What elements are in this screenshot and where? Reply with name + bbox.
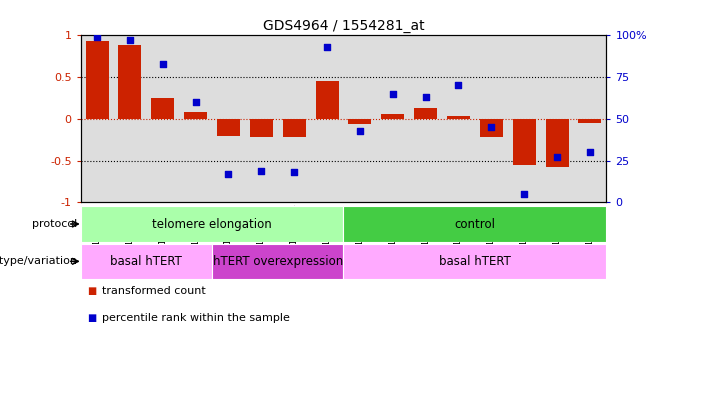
Title: GDS4964 / 1554281_at: GDS4964 / 1554281_at	[263, 19, 424, 33]
Text: percentile rank within the sample: percentile rank within the sample	[102, 313, 290, 323]
Text: control: control	[454, 217, 496, 231]
Bar	[278, 35, 311, 202]
Point	[223, 171, 234, 177]
Bar	[184, 112, 207, 119]
Bar	[409, 35, 442, 202]
Point	[354, 127, 365, 134]
Bar	[311, 35, 343, 202]
Text: basal hTERT: basal hTERT	[110, 255, 182, 268]
Text: ■: ■	[88, 313, 97, 323]
Bar	[283, 119, 306, 137]
Point	[322, 44, 333, 50]
Text: transformed count: transformed count	[102, 286, 205, 296]
Bar	[512, 119, 536, 165]
Point	[289, 169, 300, 175]
Bar	[114, 35, 147, 202]
Point	[420, 94, 431, 100]
Bar	[540, 35, 573, 202]
Bar	[475, 35, 508, 202]
Bar	[212, 244, 343, 279]
Text: protocol: protocol	[32, 219, 77, 229]
Bar	[343, 244, 606, 279]
Bar	[315, 81, 339, 119]
Bar	[508, 35, 540, 202]
Point	[453, 83, 464, 89]
Point	[157, 61, 168, 67]
Point	[519, 191, 530, 197]
Bar	[348, 119, 372, 124]
Bar	[217, 119, 240, 136]
Bar	[447, 116, 470, 119]
Point	[256, 167, 267, 174]
Bar	[250, 119, 273, 137]
Text: basal hTERT: basal hTERT	[439, 255, 511, 268]
Bar	[578, 119, 601, 123]
Bar	[343, 206, 606, 242]
Point	[124, 37, 135, 44]
Bar	[118, 45, 142, 119]
Point	[585, 149, 596, 156]
Bar	[81, 244, 212, 279]
Bar	[343, 35, 376, 202]
Bar	[381, 114, 404, 119]
Point	[486, 124, 497, 130]
Text: genotype/variation: genotype/variation	[0, 256, 77, 266]
Text: hTERT overexpression: hTERT overexpression	[212, 255, 343, 268]
Bar	[151, 98, 175, 119]
Bar	[545, 119, 569, 167]
Bar	[86, 41, 109, 119]
Bar	[147, 35, 179, 202]
Point	[190, 99, 201, 105]
Point	[91, 34, 102, 40]
Bar	[81, 35, 114, 202]
Bar	[245, 35, 278, 202]
Bar	[442, 35, 475, 202]
Point	[552, 154, 563, 160]
Bar	[179, 35, 212, 202]
Point	[387, 91, 398, 97]
Bar	[480, 119, 503, 137]
Bar	[81, 206, 343, 242]
Bar	[212, 35, 245, 202]
Bar	[414, 108, 437, 119]
Text: telomere elongation: telomere elongation	[152, 217, 272, 231]
Bar	[376, 35, 409, 202]
Text: ■: ■	[88, 286, 97, 296]
Bar	[573, 35, 606, 202]
